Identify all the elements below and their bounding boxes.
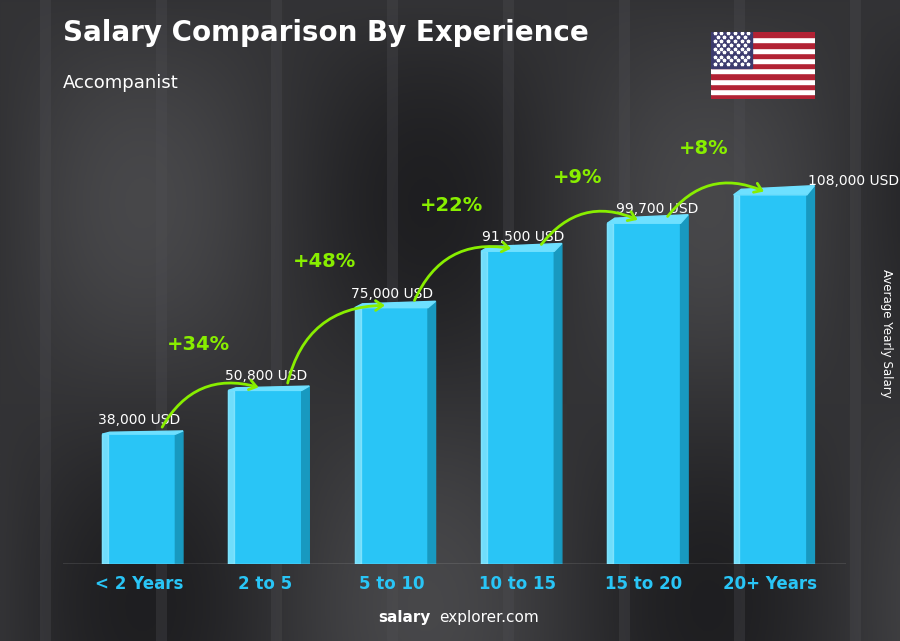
Polygon shape xyxy=(302,386,310,564)
Polygon shape xyxy=(103,431,183,434)
Bar xyxy=(711,89,814,94)
Bar xyxy=(608,223,680,564)
Polygon shape xyxy=(734,186,815,195)
Text: 99,700 USD: 99,700 USD xyxy=(616,203,698,216)
Bar xyxy=(711,42,814,47)
Text: Salary Comparison By Experience: Salary Comparison By Experience xyxy=(63,19,589,47)
Bar xyxy=(711,58,814,63)
Bar xyxy=(711,32,752,69)
Bar xyxy=(103,434,176,564)
Bar xyxy=(608,223,613,564)
Text: salary: salary xyxy=(378,610,430,625)
Text: +34%: +34% xyxy=(166,335,230,354)
Text: +9%: +9% xyxy=(553,167,602,187)
Bar xyxy=(711,37,814,42)
Polygon shape xyxy=(229,386,310,390)
Bar xyxy=(711,47,814,53)
Text: +22%: +22% xyxy=(419,196,482,215)
Text: 91,500 USD: 91,500 USD xyxy=(482,230,564,244)
Bar xyxy=(711,84,814,89)
Text: 108,000 USD: 108,000 USD xyxy=(808,174,899,188)
Bar xyxy=(734,195,740,564)
Text: 50,800 USD: 50,800 USD xyxy=(225,369,307,383)
Polygon shape xyxy=(176,431,183,564)
Polygon shape xyxy=(355,301,436,308)
Bar xyxy=(229,390,234,564)
Bar xyxy=(711,94,814,99)
Text: 38,000 USD: 38,000 USD xyxy=(98,413,181,428)
Polygon shape xyxy=(428,301,436,564)
Text: explorer.com: explorer.com xyxy=(439,610,539,625)
Bar xyxy=(103,434,108,564)
Bar xyxy=(711,74,814,79)
Bar xyxy=(355,308,428,564)
Bar xyxy=(711,53,814,58)
Bar xyxy=(711,32,814,37)
Text: 75,000 USD: 75,000 USD xyxy=(351,287,433,301)
Bar xyxy=(481,251,554,564)
Bar xyxy=(355,308,361,564)
Text: Average Yearly Salary: Average Yearly Salary xyxy=(880,269,893,397)
Polygon shape xyxy=(807,186,815,564)
Polygon shape xyxy=(554,244,562,564)
Text: +8%: +8% xyxy=(679,139,728,158)
Bar xyxy=(481,251,487,564)
Bar xyxy=(711,69,814,74)
Polygon shape xyxy=(481,244,562,251)
Bar xyxy=(711,63,814,69)
Polygon shape xyxy=(608,215,688,223)
Text: +48%: +48% xyxy=(293,252,356,271)
Bar xyxy=(711,79,814,84)
Text: Accompanist: Accompanist xyxy=(63,74,179,92)
Bar xyxy=(229,390,302,564)
Bar xyxy=(734,195,807,564)
Polygon shape xyxy=(680,215,688,564)
